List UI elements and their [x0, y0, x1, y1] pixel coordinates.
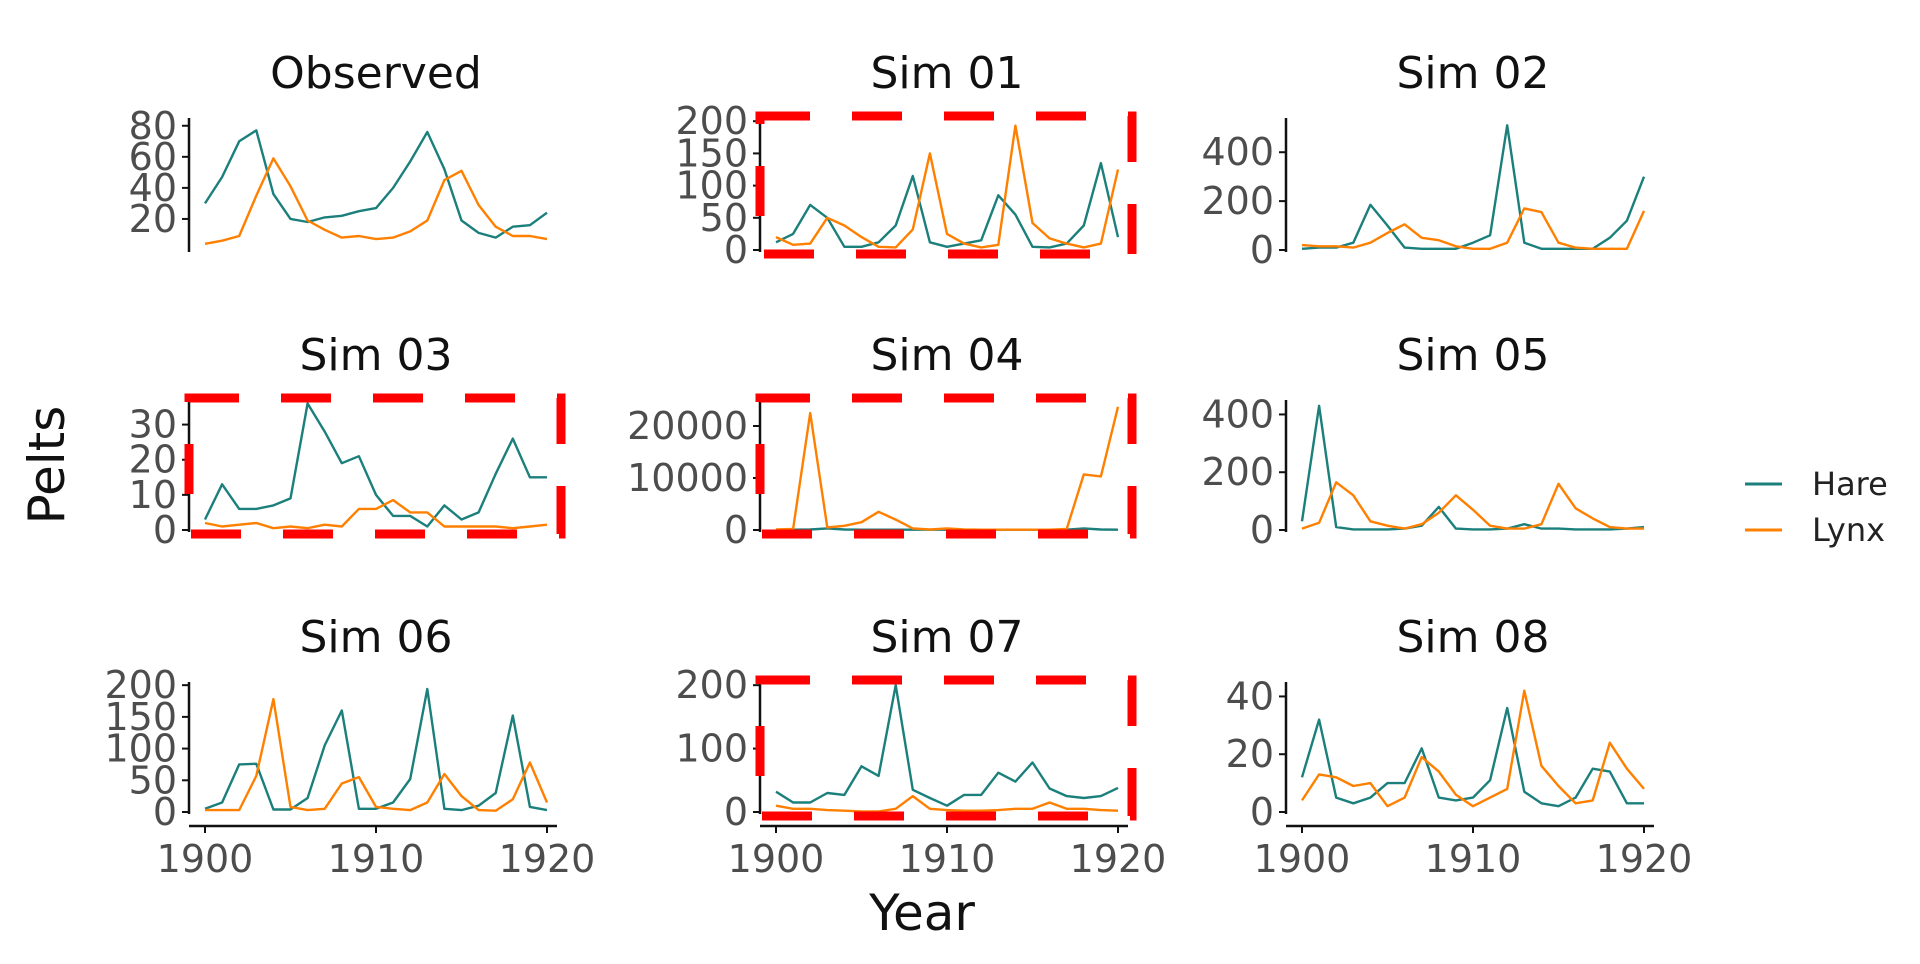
highlight-box: [755, 111, 1137, 259]
legend-label-hare: Hare: [1812, 465, 1888, 503]
y-tick-label: 200: [1201, 450, 1274, 494]
x-tick-label: 1900: [728, 837, 825, 881]
panel-title: Sim 02: [1397, 48, 1550, 99]
y-tick-label: 50: [129, 758, 177, 802]
series-line-hare: [203, 129, 548, 239]
y-tick-label: 200: [104, 663, 177, 707]
y-tick-label: 20: [1226, 732, 1274, 776]
y-tick-label: 100: [675, 164, 748, 208]
panel-title: Sim 03: [300, 330, 453, 381]
y-axis-title: Pelts: [18, 406, 76, 525]
y-tick-label: 100: [675, 727, 748, 771]
y-tick-label: 400: [1201, 392, 1274, 436]
series-line-lynx: [775, 794, 1119, 813]
series-line-hare: [775, 684, 1119, 807]
y-tick-label: 50: [700, 196, 748, 240]
x-tick-label: 1910: [899, 837, 996, 881]
highlight-box: [755, 393, 1137, 539]
series-line-hare: [203, 402, 547, 528]
x-axis-title: Year: [868, 884, 975, 942]
panel-title: Sim 05: [1397, 330, 1550, 381]
series-line-hare: [775, 161, 1120, 249]
series-line-hare: [1301, 124, 1646, 251]
panel-3: Sim 02 0 200 400: [1201, 48, 1646, 272]
legend-label-lynx: Lynx: [1812, 511, 1885, 549]
x-tick-label: 1900: [1254, 837, 1351, 881]
series-line-lynx: [1300, 689, 1645, 808]
y-tick-label: 40: [129, 166, 177, 210]
series-line-lynx: [205, 697, 549, 812]
series-line-lynx: [1301, 481, 1644, 530]
panel-8: Sim 07 0 100 200 1900 1910 1920: [675, 612, 1166, 881]
y-tick-label: 0: [724, 508, 748, 552]
panel-5: Sim 04 0 10000 20000: [627, 330, 1137, 552]
y-tick-label: 20: [129, 197, 177, 241]
y-tick-label: 40: [1226, 674, 1274, 718]
panel-6: Sim 05 0 200 400: [1201, 330, 1645, 552]
y-tick-label: 10000: [627, 456, 748, 500]
y-tick-label: 80: [129, 104, 177, 148]
series-line-hare: [204, 687, 548, 812]
panel-title: Sim 07: [871, 612, 1024, 663]
y-tick-label: 10: [129, 473, 177, 517]
x-tick-label: 1900: [157, 837, 254, 881]
series-line-lynx: [204, 498, 548, 530]
y-tick-label: 0: [1250, 508, 1274, 552]
series-line-lynx: [204, 157, 548, 245]
series-line-lynx: [775, 124, 1120, 249]
panel-title: Sim 08: [1397, 612, 1550, 663]
y-tick-label: 100: [104, 727, 177, 771]
series-line-lynx: [775, 406, 1120, 531]
highlight-box: [184, 393, 566, 539]
panel-title: Sim 01: [871, 48, 1024, 99]
panel-title: Sim 06: [300, 612, 453, 663]
y-tick-label: 150: [675, 131, 748, 175]
series-line-hare: [1300, 706, 1644, 808]
y-tick-label: 0: [153, 790, 177, 834]
y-tick-label: 0: [724, 790, 748, 834]
x-tick-label: 1920: [1596, 837, 1693, 881]
y-tick-label: 0: [1250, 790, 1274, 834]
y-tick-label: 400: [1201, 130, 1274, 174]
y-tick-label: 60: [129, 135, 177, 179]
legend: Hare Lynx: [1745, 465, 1888, 549]
y-tick-label: 200: [675, 663, 748, 707]
y-tick-label: 20000: [627, 404, 748, 448]
y-tick-label: 0: [724, 228, 748, 272]
y-tick-label: 0: [153, 508, 177, 552]
x-tick-label: 1920: [1070, 837, 1167, 881]
y-tick-label: 150: [104, 695, 177, 739]
highlight-box: [755, 675, 1137, 821]
panel-title: Sim 04: [871, 330, 1024, 381]
y-tick-label: 200: [675, 99, 748, 143]
x-tick-label: 1920: [499, 837, 596, 881]
x-tick-label: 1910: [328, 837, 425, 881]
y-tick-label: 0: [1250, 228, 1274, 272]
x-tick-label: 1910: [1425, 837, 1522, 881]
series-line-lynx: [1301, 207, 1646, 251]
y-tick-label: 200: [1201, 179, 1274, 223]
y-tick-label: 20: [129, 438, 177, 482]
y-tick-label: 30: [129, 403, 177, 447]
panel-title: Observed: [270, 48, 482, 99]
panel-9: Sim 08 0 20 40 1900 1910 1920: [1226, 612, 1693, 881]
series-line-hare: [1300, 404, 1645, 531]
